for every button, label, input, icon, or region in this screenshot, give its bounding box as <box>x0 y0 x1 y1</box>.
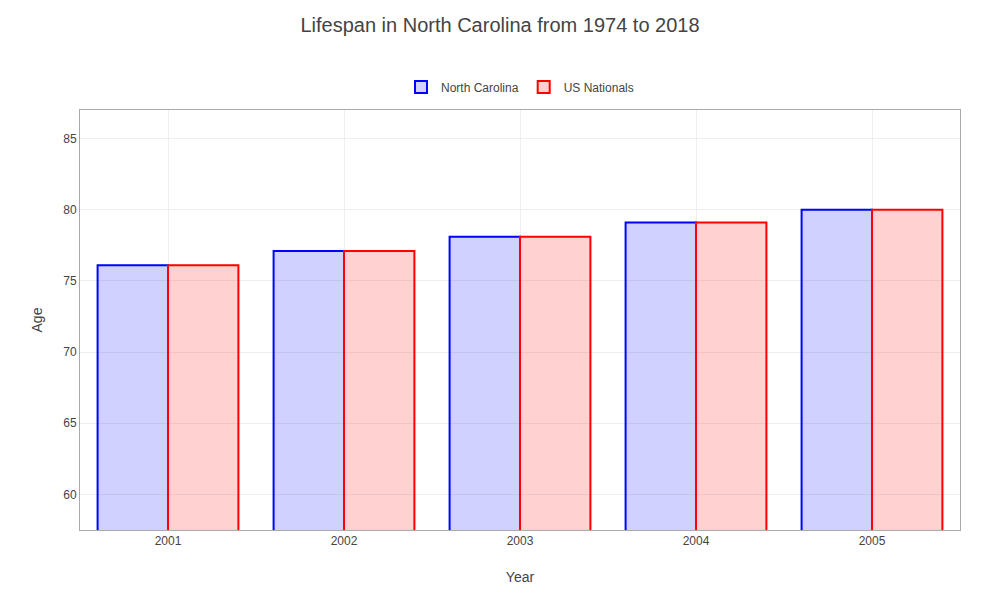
svg-text:Lifespan in North Carolina fro: Lifespan in North Carolina from 1974 to … <box>300 14 699 36</box>
svg-text:Age: Age <box>29 307 45 332</box>
svg-text:2005: 2005 <box>859 534 886 548</box>
svg-text:75: 75 <box>63 274 77 288</box>
svg-text:US Nationals: US Nationals <box>564 81 634 95</box>
svg-text:2001: 2001 <box>155 534 182 548</box>
svg-text:65: 65 <box>63 416 77 430</box>
svg-text:2002: 2002 <box>331 534 358 548</box>
svg-text:Year: Year <box>506 569 535 585</box>
svg-text:60: 60 <box>63 488 77 502</box>
svg-text:80: 80 <box>63 203 77 217</box>
svg-text:70: 70 <box>63 345 77 359</box>
svg-text:2003: 2003 <box>507 534 534 548</box>
svg-text:2004: 2004 <box>683 534 710 548</box>
svg-text:85: 85 <box>63 132 77 146</box>
svg-text:North Carolina: North Carolina <box>441 81 519 95</box>
